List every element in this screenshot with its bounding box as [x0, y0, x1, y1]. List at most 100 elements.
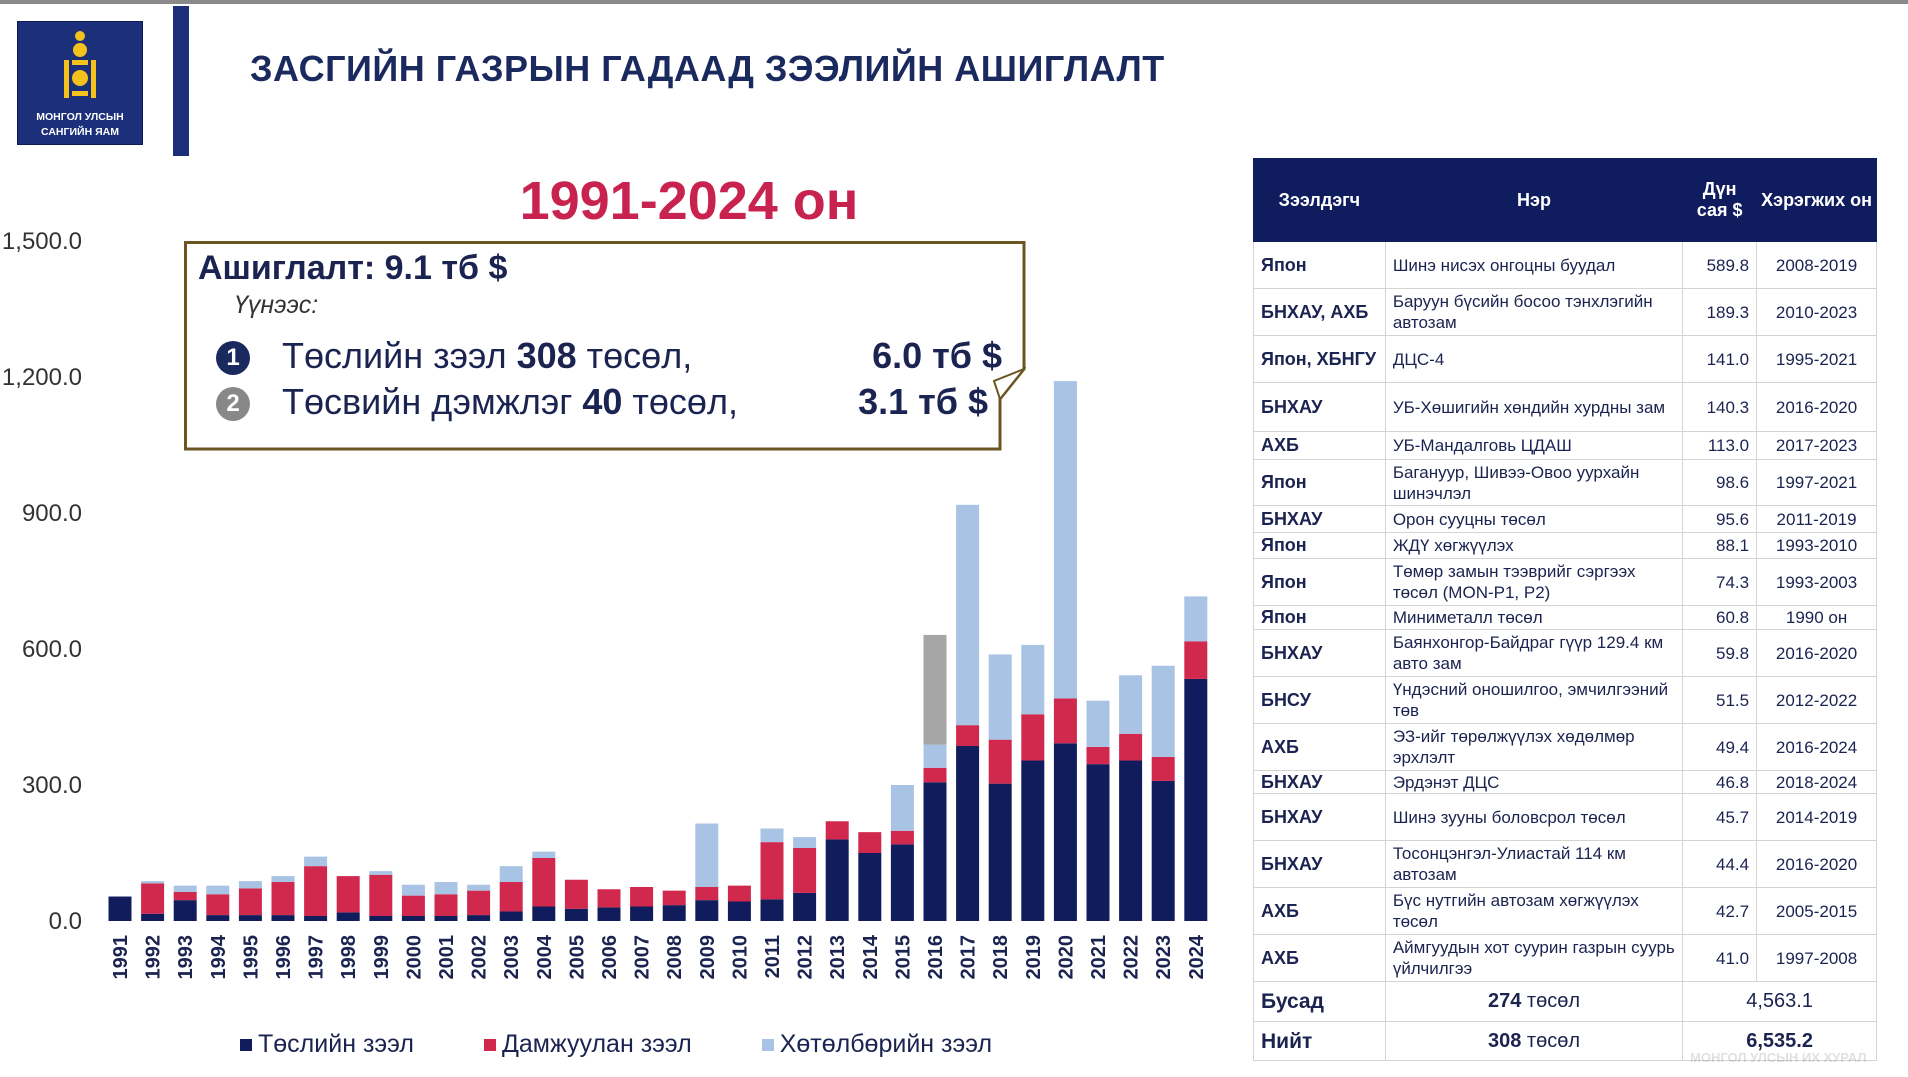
amount-cell: 189.3	[1682, 288, 1758, 336]
total-row: Нийт 308 төсөл 6,535.2	[1253, 1021, 1877, 1061]
bar-segment-1991-s0	[108, 896, 132, 921]
name-cell: Орон сууцны төсөл	[1384, 505, 1684, 533]
bar-segment-1994-s1	[206, 894, 230, 916]
period-cell: 2005-2015	[1756, 887, 1877, 935]
bar-segment-2019-s1	[1021, 714, 1045, 761]
lender-cell: Япон	[1253, 459, 1386, 506]
bar-segment-2018-s1	[988, 739, 1012, 784]
bar-segment-2010-s1	[727, 885, 751, 902]
lender-cell: БНХАУ	[1253, 382, 1386, 432]
table-row: АХБ Бүс нутгийн автозам хөгжүүлэх төсөл 42…	[1253, 887, 1877, 935]
line-text: төсөл,	[576, 335, 693, 376]
bar-segment-2007-s0	[630, 906, 654, 921]
bar-segment-2015-s0	[890, 844, 914, 921]
legend-item: Хөтөлбөрийн зээл	[761, 1030, 993, 1059]
period-cell: 1993-2010	[1756, 532, 1877, 559]
logo-text-1: МОНГОЛ УЛСЫН	[36, 111, 124, 123]
x-tick-label: 2007	[632, 935, 654, 980]
x-tick-label: 2019	[1023, 935, 1045, 980]
bar-segment-2012-s2	[793, 837, 817, 849]
amount-cell: 49.4	[1682, 723, 1758, 771]
bar-segment-2004-s2	[532, 851, 556, 858]
bar-segment-2002-s0	[467, 915, 491, 921]
x-tick-label: 2015	[892, 935, 914, 980]
callout-value-2: 3.1 тб $	[858, 381, 988, 422]
bar-segment-2003-s1	[499, 882, 523, 912]
x-tick-label: 2013	[827, 935, 849, 980]
period-cell: 1990 он	[1756, 605, 1877, 630]
count: 308	[1487, 1029, 1522, 1052]
lender-cell: Япон	[1253, 558, 1386, 606]
bar-segment-2008-s1	[662, 890, 686, 906]
bar-segment-2013-s1	[825, 821, 849, 840]
callout-frame	[184, 241, 1026, 451]
legend-swatch	[483, 1038, 496, 1051]
x-tick-label: 2006	[599, 935, 621, 980]
amount-cell: 51.5	[1682, 676, 1758, 724]
bar-segment-1993-s1	[173, 891, 197, 901]
bar-segment-2023-s2	[1151, 665, 1175, 757]
y-tick-label: 1,500.0	[2, 230, 82, 255]
amount-cell: 98.6	[1682, 459, 1758, 506]
col-name: Нэр	[1384, 158, 1684, 242]
loan-chart: 0.0 300.0 600.0 900.0 1,200.0 1,500.0 1991 1992…	[2, 230, 1208, 980]
name-cell: Эрдэнэт ДЦС	[1384, 770, 1684, 794]
lender-cell: БНХАУ, АХБ	[1253, 288, 1386, 336]
bar-segment-2003-s0	[499, 911, 523, 921]
y-tick-label: 300.0	[22, 772, 82, 799]
x-tick-label: 2002	[469, 935, 491, 980]
name-cell: УБ-Мандалговь ЦДАШ	[1384, 431, 1684, 460]
col-amount: Дүн сая $	[1682, 158, 1758, 242]
bar-segment-1999-s2	[369, 871, 393, 875]
amount-cell: 74.3	[1682, 558, 1758, 606]
period-cell: 2010-2023	[1756, 288, 1877, 336]
table-row: БНХАУ Орон сууцны төсөл 95.6 2011-2019	[1253, 505, 1877, 533]
table-row: БНСУ Үндэсний оношилгоо, эмчилгээний төв 5…	[1253, 676, 1877, 724]
name-cell: Баянхонгор-Байдраг гүүр 129.4 км авто за…	[1384, 629, 1684, 677]
period-cell: 1997-2008	[1756, 934, 1877, 982]
x-tick-label: 2011	[762, 935, 784, 978]
callout-heading: Ашиглалт: 9.1 тб $	[198, 249, 508, 287]
lender-cell: БНХАУ	[1253, 505, 1386, 533]
x-tick-label: 2010	[729, 935, 751, 980]
bar-segment-1995-s2	[238, 881, 262, 889]
period-cell: 2011-2019	[1756, 505, 1877, 533]
x-tick-label: 2017	[958, 935, 980, 980]
period-cell: 2014-2019	[1756, 793, 1877, 841]
x-tick-label: 2009	[697, 935, 719, 980]
bar-segment-1994-s2	[206, 885, 230, 895]
bar-segment-2007-s1	[630, 887, 654, 907]
bar-segment-1997-s1	[304, 866, 328, 917]
total-row-label: Нийт	[1253, 1021, 1386, 1061]
name-cell: Шинэ зууны боловсрол төсөл	[1384, 793, 1684, 841]
name-cell: Шинэ нисэх онгоцны буудал	[1384, 241, 1684, 289]
period-cell: 2017-2023	[1756, 431, 1877, 460]
col-period: Хэрэгжих он	[1756, 158, 1877, 242]
legend-label: Хөтөлбөрийн зээл	[779, 1030, 993, 1058]
bar-segment-1998-s1	[336, 876, 360, 913]
x-tick-label: 2021	[1088, 935, 1110, 980]
bar-segment-2004-s0	[532, 906, 556, 921]
bar-segment-2015-s1	[890, 830, 914, 845]
bar-segment-2001-s2	[434, 882, 458, 895]
bar-segment-2016-s1	[923, 767, 947, 783]
x-tick-label: 2004	[534, 934, 556, 979]
bar-segment-2024-s0	[1184, 678, 1208, 921]
bar-segment-2011-s1	[760, 842, 784, 900]
bar-segment-2011-s2	[760, 828, 784, 843]
bar-segment-2022-s0	[1119, 760, 1143, 921]
bar-segment-2019-s2	[1021, 644, 1045, 715]
table-header: Зээлдэгч Нэр Дүн сая $ Хэрэгжих он	[1253, 158, 1877, 242]
name-cell: ДЦС-4	[1384, 335, 1684, 383]
page-title: ЗАСГИЙН ГАЗРЫН ГАДААД ЗЭЭЛИЙН АШИГЛАЛТ	[250, 48, 1165, 89]
bar-segment-2005-s1	[564, 879, 588, 909]
name-cell: Аймгуудын хот суурин газрын суурь үйлчил…	[1384, 934, 1684, 982]
amount-cell: 140.3	[1682, 382, 1758, 432]
table-row: БНХАУ Баянхонгор-Байдраг гүүр 129.4 км ав…	[1253, 629, 1877, 677]
x-tick-label: 2022	[1121, 935, 1143, 980]
bar-segment-2000-s1	[401, 895, 425, 917]
bar-segment-1996-s2	[271, 876, 295, 883]
bar-segment-2009-s0	[695, 900, 719, 921]
line-text: Төслийн зээл	[282, 335, 517, 376]
lender-cell: Япон, ХБНГУ	[1253, 335, 1386, 383]
